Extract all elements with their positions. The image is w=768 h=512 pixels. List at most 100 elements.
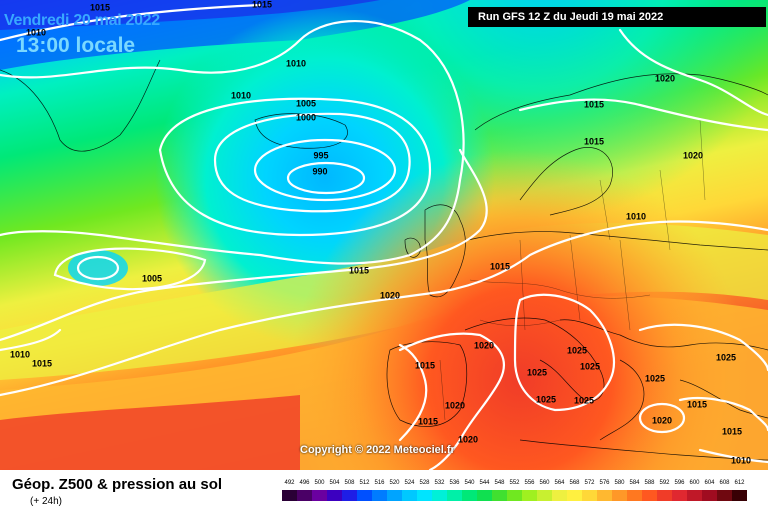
scale-tick-label: 552 [509, 480, 520, 486]
isobar-label: 1025 [574, 395, 594, 405]
isobar-label: 1020 [458, 434, 478, 444]
scale-color-cell [462, 490, 477, 501]
isobar-label: 1000 [296, 112, 316, 122]
scale-tick-label: 524 [404, 480, 415, 486]
scale-color-cell [582, 490, 597, 501]
isobar-label: 1020 [474, 340, 494, 350]
isobar-1000 [213, 112, 411, 213]
isobar-label: 1015 [584, 136, 604, 146]
isobar-1020-d [638, 402, 686, 434]
isobar-label: 1005 [296, 98, 316, 108]
isobar-label: 1015 [90, 2, 110, 12]
isobar-label: 1025 [716, 352, 736, 362]
scale-color-cell [537, 490, 552, 501]
isobar-1005-b [53, 247, 207, 291]
scale-tick-label: 592 [659, 480, 670, 486]
scale-tick-label: 520 [389, 480, 400, 486]
scale-color-cell [372, 490, 387, 501]
scale-color-cell [297, 490, 312, 501]
isobar-label: 1020 [380, 290, 400, 300]
scale-color-cell [522, 490, 537, 501]
isobar-label: 1015 [252, 0, 272, 9]
scale-tick-label: 588 [644, 480, 655, 486]
scale-color-cell [642, 490, 657, 501]
scale-tick-label: 536 [449, 480, 460, 486]
isobar-label: 1015 [418, 416, 438, 426]
scale-color-cell [507, 490, 522, 501]
isobar-1020-c [398, 332, 506, 470]
scale-color-cell [552, 490, 567, 501]
isobar-label: 1015 [415, 360, 435, 370]
legend-subtitle: (+ 24h) [30, 496, 62, 507]
isobar-1020-b [618, 28, 768, 117]
scale-tick-label: 540 [464, 480, 475, 486]
isobar-1015-b [0, 3, 262, 42]
scale-color-cell [492, 490, 507, 501]
forecast-date: Vendredi 20 mai 2022 [4, 12, 160, 29]
country-borders [439, 119, 706, 421]
isobar-1015-d [398, 343, 428, 442]
forecast-time: 13:00 locale [16, 34, 136, 57]
isobar-1025-a [513, 293, 615, 412]
isobar-1005-a [158, 97, 432, 237]
scale-tick-label: 508 [344, 480, 355, 486]
isobar-1010-b [0, 328, 62, 352]
scale-color-cell [417, 490, 432, 501]
scale-tick-label: 568 [569, 480, 580, 486]
scale-color-cell [717, 490, 732, 501]
scale-tick-label: 576 [599, 480, 610, 486]
scale-color-cell [732, 490, 747, 501]
isobar-label: 1025 [645, 373, 665, 383]
scale-tick-label: 504 [329, 480, 340, 486]
scale-tick-label: 600 [689, 480, 700, 486]
isobar-label: 1010 [231, 90, 251, 100]
scale-color-cell [627, 490, 642, 501]
scale-tick-label: 572 [584, 480, 595, 486]
isobars [0, 3, 768, 470]
scale-tick-label: 580 [614, 480, 625, 486]
scale-color-cell [612, 490, 627, 501]
scale-tick-label: 516 [374, 480, 385, 486]
isobar-label: 1020 [683, 150, 703, 160]
isobar-label: 990 [312, 166, 327, 176]
scale-color-cell [672, 490, 687, 501]
isobar-label: 1020 [652, 415, 672, 425]
geopotential-map: 1015 1015 1010 1010 1010 1005 1000 995 990 1005 10… [0, 0, 768, 470]
scale-color-cell [702, 490, 717, 501]
scale-tick-label: 532 [434, 480, 445, 486]
scale-tick-label: 596 [674, 480, 685, 486]
scale-color-cell [282, 490, 297, 501]
isobar-label: 1015 [32, 358, 52, 368]
scale-tick-label: 528 [419, 480, 430, 486]
southwest-red [0, 395, 300, 470]
scale-color-cell [327, 490, 342, 501]
scale-color-cell [597, 490, 612, 501]
scale-tick-label: 560 [539, 480, 550, 486]
isobar-label: 1015 [490, 261, 510, 271]
scale-tick-label: 492 [284, 480, 295, 486]
isobar-1015-c [518, 98, 768, 132]
isobar-label: 1005 [142, 273, 162, 283]
isobar-label: 1010 [626, 211, 646, 221]
scale-color-cell [687, 490, 702, 501]
scale-color-cell [312, 490, 327, 501]
isobar-label: 1025 [567, 345, 587, 355]
isobar-1010-c [698, 448, 768, 464]
isobar-label: 1015 [584, 99, 604, 109]
scale-tick-label: 512 [359, 480, 370, 486]
scale-color-cell [432, 490, 447, 501]
scale-tick-label: 500 [314, 480, 325, 486]
scale-tick-label: 564 [554, 480, 565, 486]
isobar-995 [253, 138, 397, 202]
scale-tick-label: 556 [524, 480, 535, 486]
isobar-label: 1015 [722, 426, 742, 436]
scale-tick-label: 608 [719, 480, 730, 486]
isobar-label: 1020 [655, 73, 675, 83]
isobar-label: 1015 [349, 265, 369, 275]
isobar-label: 1010 [26, 27, 46, 37]
scale-color-cell [477, 490, 492, 501]
isobar-1025-b [638, 323, 768, 372]
isobar-label: 995 [313, 150, 328, 160]
isobar-1015-a [0, 148, 488, 342]
